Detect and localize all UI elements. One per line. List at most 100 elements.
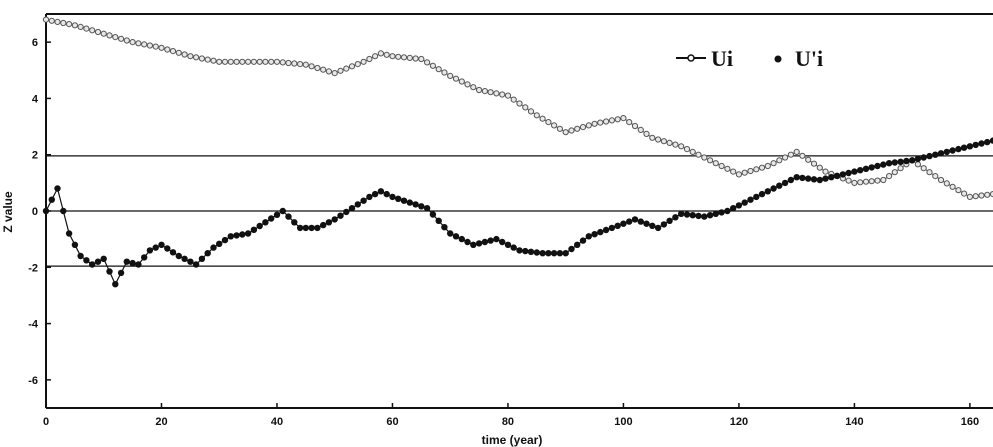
ui-point [649, 134, 656, 141]
ui-point [504, 92, 512, 99]
upi-point [799, 174, 806, 182]
upi-point [706, 212, 714, 219]
ui-point [770, 160, 777, 167]
upi-point [631, 216, 639, 223]
upi-point [805, 175, 812, 182]
y-tick-label: -4 [28, 319, 39, 331]
ui-point [123, 37, 130, 44]
upi-point [279, 207, 286, 215]
ui-point [631, 122, 639, 130]
upi-point [943, 148, 950, 156]
ui-point [354, 61, 361, 68]
upi-point [608, 224, 616, 232]
upi-point [978, 140, 985, 147]
reference-lines [46, 155, 993, 267]
upi-point [527, 248, 535, 255]
ui-point [464, 81, 471, 88]
upi-point [406, 199, 413, 206]
ui-point [106, 32, 113, 39]
ui-point [360, 58, 367, 65]
ui-point [285, 59, 292, 67]
upi-point [366, 193, 373, 201]
upi-point [89, 261, 96, 268]
upi-point [77, 252, 84, 260]
ui-point [366, 55, 373, 63]
upi-point [256, 222, 263, 230]
upi-point [972, 141, 979, 149]
y-tick-label: 4 [32, 93, 39, 105]
ui-point [210, 57, 217, 64]
ui-point [603, 118, 610, 125]
ui-point [597, 119, 604, 126]
ui-point [533, 112, 540, 119]
ui-point [279, 59, 286, 66]
upi-point [458, 235, 465, 243]
upi-point [770, 185, 777, 192]
ui-point [452, 75, 460, 82]
upi-point [435, 217, 442, 224]
upi-point [920, 154, 927, 161]
upi-point [620, 220, 627, 227]
upi-point [857, 167, 864, 174]
upi-point [949, 147, 956, 154]
upi-point [325, 219, 333, 226]
ui-point [169, 48, 177, 55]
ui-point [100, 30, 107, 37]
ui-point [245, 58, 252, 65]
upi-point [932, 151, 939, 158]
ui-point [880, 176, 887, 184]
ui-point [961, 190, 968, 197]
upi-point [296, 224, 304, 232]
upi-point [741, 199, 748, 206]
upi-point [718, 209, 725, 216]
upi-point [423, 205, 431, 212]
ui-point [730, 168, 737, 175]
ui-point [441, 69, 448, 76]
upi-point [833, 172, 841, 179]
ui-point [198, 55, 205, 62]
ui-point [470, 84, 477, 91]
upi-point [712, 210, 719, 217]
ui-point [250, 58, 257, 65]
series-layer [42, 16, 993, 288]
upi-point [539, 250, 546, 257]
upi-point [244, 230, 252, 237]
ui-point [337, 67, 344, 74]
upi-point [464, 238, 471, 246]
ui-point [331, 70, 338, 77]
ui-point [943, 180, 950, 187]
ui-point [660, 138, 668, 145]
upi-point [54, 185, 61, 192]
upi-point [146, 247, 154, 254]
ui-point [193, 54, 200, 61]
ui-point [897, 165, 904, 172]
ui-point [886, 173, 893, 180]
upi-point [637, 218, 644, 225]
upi-point [602, 226, 610, 234]
ui-point [314, 64, 321, 72]
x-tick-label: 20 [155, 416, 167, 428]
upi-point [891, 159, 898, 166]
legend-upi-marker [774, 55, 782, 63]
x-tick-label: 40 [271, 416, 283, 428]
y-axis-ticks: -6 -4 -2 0 2 4 6 [28, 37, 51, 387]
upi-point [579, 237, 587, 244]
ui-point [418, 55, 425, 63]
ui-point [937, 176, 945, 184]
ui-point [164, 46, 171, 53]
upi-point [914, 155, 922, 163]
upi-point [71, 241, 79, 248]
upi-point [481, 238, 489, 246]
ui-point [891, 169, 898, 176]
upi-point [331, 216, 338, 223]
ui-point [447, 72, 454, 80]
ui-point [400, 54, 408, 61]
upi-point [291, 219, 298, 226]
upi-point [516, 247, 523, 254]
ui-point [810, 160, 818, 167]
upi-point [383, 190, 390, 198]
ui-point [383, 51, 390, 58]
upi-point [764, 188, 771, 195]
upi-point [233, 232, 240, 239]
